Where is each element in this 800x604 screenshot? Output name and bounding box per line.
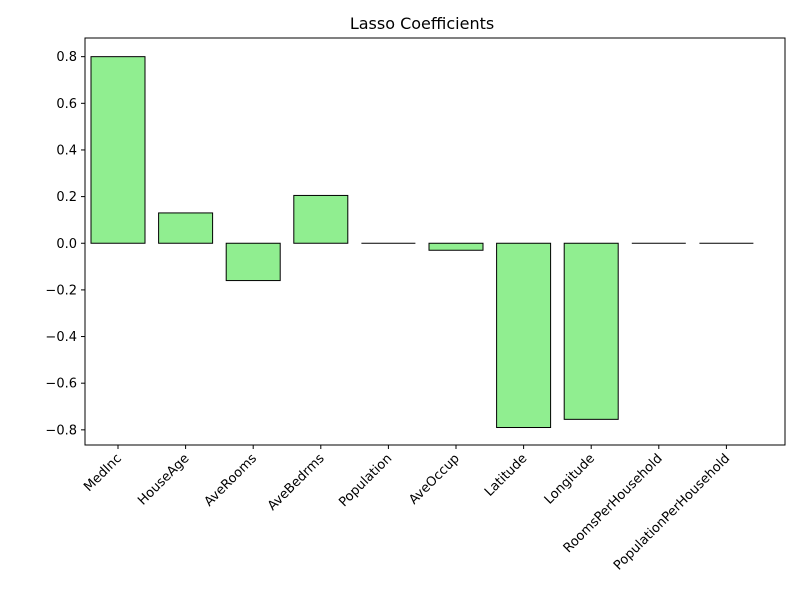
chart-title: Lasso Coefficients xyxy=(350,14,494,33)
x-tick-label: Population xyxy=(336,451,395,510)
y-tick-label: 0.0 xyxy=(56,237,77,252)
bar-latitude xyxy=(496,242,552,429)
bar-avebedrms xyxy=(293,194,349,244)
bars-layer xyxy=(90,56,754,429)
x-tick-label: HouseAge xyxy=(135,451,192,508)
bar-aveoccup xyxy=(428,242,484,251)
bar-averooms xyxy=(225,242,281,282)
x-tick-label: AveRooms xyxy=(202,451,261,510)
y-tick-label: 0.6 xyxy=(56,97,77,112)
x-tick-label: AveBedrms xyxy=(265,451,328,514)
bar-longitude xyxy=(563,242,619,420)
y-tick-label: 0.2 xyxy=(56,190,77,205)
y-tick-label: 0.4 xyxy=(56,143,77,158)
x-tick-label: MedInc xyxy=(81,451,125,495)
x-tick-label: AveOccup xyxy=(406,451,462,507)
y-tick-label: −0.8 xyxy=(45,423,77,438)
y-tick-label: −0.2 xyxy=(45,283,77,298)
bar-houseage xyxy=(158,212,214,244)
plot-frame xyxy=(84,37,786,446)
y-tick-label: 0.8 xyxy=(56,50,77,65)
y-tick-label: −0.6 xyxy=(45,377,77,392)
x-tick-label: PopulationPerHousehold xyxy=(611,451,733,573)
x-tick-label: Longitude xyxy=(542,451,598,507)
bar-medinc xyxy=(90,56,146,244)
x-tick-label: Latitude xyxy=(482,451,530,499)
y-tick-label: −0.4 xyxy=(45,330,77,345)
axes-layer: −0.8 −0.6 −0.4 −0.2 0.0 0.2 0.4 0.6 0.8 MedInc Hou… xyxy=(45,50,733,573)
